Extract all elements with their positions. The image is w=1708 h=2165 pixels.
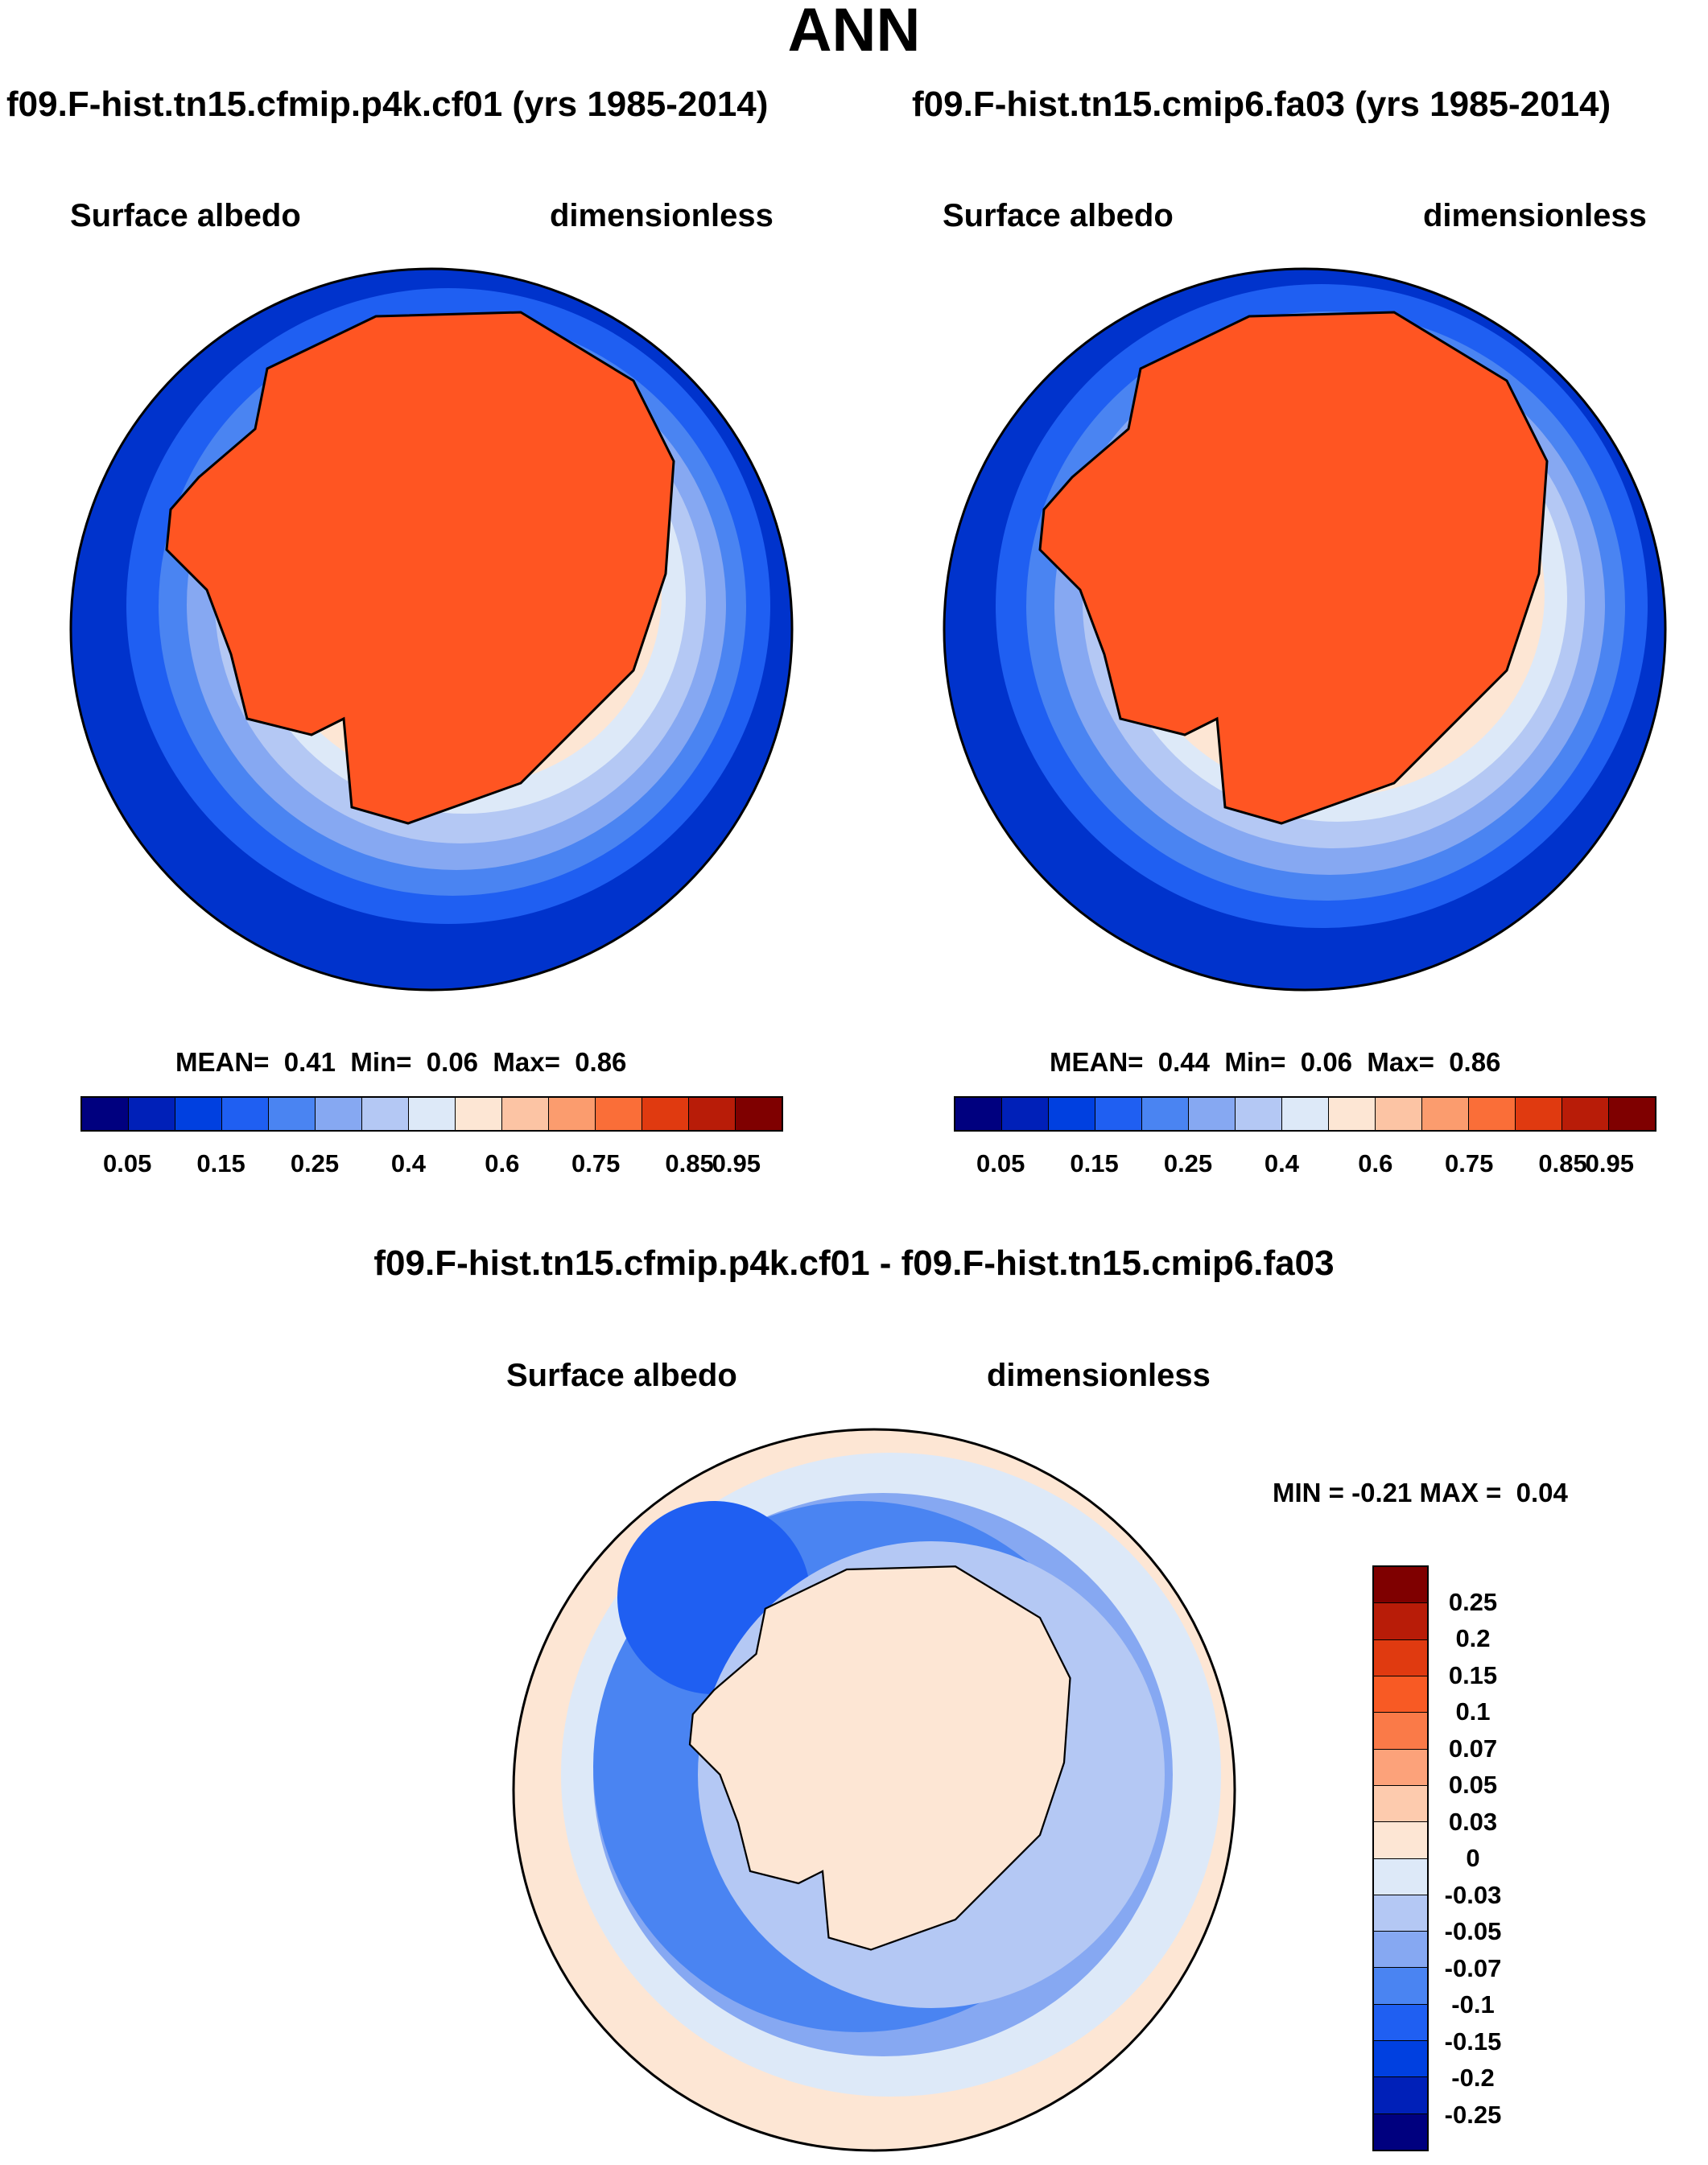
antarctica-continent: [165, 311, 675, 825]
colorbar-tick-label: -0.03: [1444, 1880, 1502, 1909]
panel-right-variable: Surface albedo: [943, 198, 1174, 233]
colorbar-cell: [222, 1098, 269, 1130]
colorbar-cell: [1002, 1098, 1049, 1130]
colorbar-cell: [1376, 1098, 1422, 1130]
panel-left-title: f09.F-hist.tn15.cfmip.p4k.cf01 (yrs 1985…: [6, 85, 769, 124]
colorbar-cell: [1374, 1603, 1427, 1640]
colorbar-tick-label: 0.2: [1455, 1624, 1491, 1652]
colorbar-tick-label: 0.4: [1264, 1149, 1299, 1177]
colorbar-tick-label: 0.15: [196, 1149, 245, 1177]
colorbar-cell: [736, 1098, 782, 1130]
colorbar-tick-label: 0.05: [976, 1149, 1025, 1177]
map-diff: [512, 1428, 1236, 2152]
colorbar-tick-label: 0.1: [1455, 1697, 1491, 1726]
panel-left-variable: Surface albedo: [70, 198, 301, 233]
colorbar-cell: [1374, 2113, 1427, 2150]
colorbar-cell: [642, 1098, 689, 1130]
colorbar-cell: [82, 1098, 129, 1130]
colorbar-tick-label: 0.03: [1448, 1807, 1498, 1836]
colorbar-right: [954, 1096, 1656, 1132]
colorbar-cell: [1374, 1822, 1427, 1859]
colorbar-tick-label: 0.07: [1448, 1734, 1498, 1763]
panel-left-units: dimensionless: [550, 198, 774, 233]
diff-panel-title: f09.F-hist.tn15.cfmip.p4k.cf01 - f09.F-h…: [373, 1243, 1335, 1283]
colorbar-tick-label: 0.85: [1538, 1149, 1587, 1177]
panel-right-title: f09.F-hist.tn15.cmip6.fa03 (yrs 1985-201…: [912, 85, 1611, 124]
antarctica-continent: [1038, 311, 1549, 825]
colorbar-tick-label: 0.95: [712, 1149, 761, 1177]
colorbar-tick-label: 0.05: [103, 1149, 152, 1177]
panel-left-stats: MEAN= 0.41 Min= 0.06 Max= 0.86: [175, 1047, 627, 1077]
colorbar-tick-label: -0.05: [1444, 1917, 1502, 1945]
colorbar-tick-label: 0.75: [1445, 1149, 1494, 1177]
colorbar-tick-label: 0.25: [290, 1149, 340, 1177]
colorbar-cell: [1374, 1749, 1427, 1786]
colorbar-cell: [1374, 1858, 1427, 1895]
colorbar-tick-label: 0.25: [1163, 1149, 1213, 1177]
colorbar-cell: [1374, 2004, 1427, 2042]
colorbar-tick-label: 0.25: [1448, 1587, 1498, 1616]
colorbar-cell: [1422, 1098, 1469, 1130]
colorbar-tick-label: -0.25: [1444, 2100, 1502, 2129]
colorbar-cell: [409, 1098, 456, 1130]
diff-panel-stats: MIN = -0.21 MAX = 0.04: [1273, 1478, 1568, 1507]
colorbar-cell: [175, 1098, 222, 1130]
colorbar-cell: [1374, 1639, 1427, 1676]
colorbar-tick-label: 0: [1466, 1844, 1480, 1872]
colorbar-cell: [596, 1098, 642, 1130]
colorbar-cell: [1516, 1098, 1562, 1130]
colorbar-cell: [1374, 1567, 1427, 1604]
map-left: [69, 267, 794, 992]
colorbar-cell: [316, 1098, 362, 1130]
colorbar-tick-label: 0.15: [1070, 1149, 1119, 1177]
colorbar-cell: [1374, 1932, 1427, 1969]
panel-right-units: dimensionless: [1423, 198, 1647, 233]
diff-panel-variable: Surface albedo: [506, 1358, 737, 1393]
colorbar-cell: [502, 1098, 549, 1130]
colorbar-cell: [1374, 1895, 1427, 1932]
colorbar-tick-label: -0.1: [1451, 1990, 1495, 2019]
colorbar-tick-label: 0.6: [1358, 1149, 1393, 1177]
colorbar-tick-label: 0.05: [1448, 1771, 1498, 1799]
colorbar-tick-label: -0.07: [1444, 1953, 1502, 1982]
colorbar-cell: [955, 1098, 1002, 1130]
colorbar-cell: [1469, 1098, 1516, 1130]
colorbar-cell: [1562, 1098, 1609, 1130]
colorbar-cell: [1374, 1785, 1427, 1823]
colorbar-tick-label: 0.4: [390, 1149, 426, 1177]
colorbar-cell: [1609, 1098, 1655, 1130]
map-right: [943, 267, 1667, 992]
colorbar-cell: [689, 1098, 736, 1130]
colorbar-cell: [1374, 1968, 1427, 2005]
colorbar-cell: [1329, 1098, 1376, 1130]
colorbar-cell: [1374, 2077, 1427, 2114]
colorbar-cell: [362, 1098, 409, 1130]
colorbar-diff: [1372, 1565, 1429, 2151]
colorbar-cell: [1374, 1676, 1427, 1713]
diff-panel-units: dimensionless: [987, 1358, 1211, 1393]
colorbar-tick-label: 0.95: [1585, 1149, 1634, 1177]
colorbar-cell: [129, 1098, 175, 1130]
colorbar-tick-label: 0.75: [571, 1149, 621, 1177]
colorbar-cell: [1049, 1098, 1095, 1130]
colorbar-cell: [269, 1098, 316, 1130]
colorbar-tick-label: -0.15: [1444, 2027, 1502, 2056]
colorbar-cell: [1282, 1098, 1329, 1130]
antarctica-continent: [688, 1565, 1071, 1951]
colorbar-cell: [1236, 1098, 1282, 1130]
colorbar-cell: [1189, 1098, 1236, 1130]
colorbar-cell: [1095, 1098, 1142, 1130]
colorbar-tick-label: 0.6: [485, 1149, 520, 1177]
colorbar-cell: [1142, 1098, 1189, 1130]
colorbar-tick-label: 0.15: [1448, 1660, 1498, 1689]
main-title: ANN: [787, 0, 921, 64]
colorbar-cell: [1374, 1713, 1427, 1750]
colorbar-left: [80, 1096, 783, 1132]
panel-right-stats: MEAN= 0.44 Min= 0.06 Max= 0.86: [1050, 1047, 1501, 1077]
colorbar-cell: [456, 1098, 502, 1130]
colorbar-tick-label: 0.85: [665, 1149, 714, 1177]
colorbar-cell: [1374, 2041, 1427, 2078]
colorbar-cell: [549, 1098, 596, 1130]
colorbar-tick-label: -0.2: [1451, 2064, 1495, 2092]
